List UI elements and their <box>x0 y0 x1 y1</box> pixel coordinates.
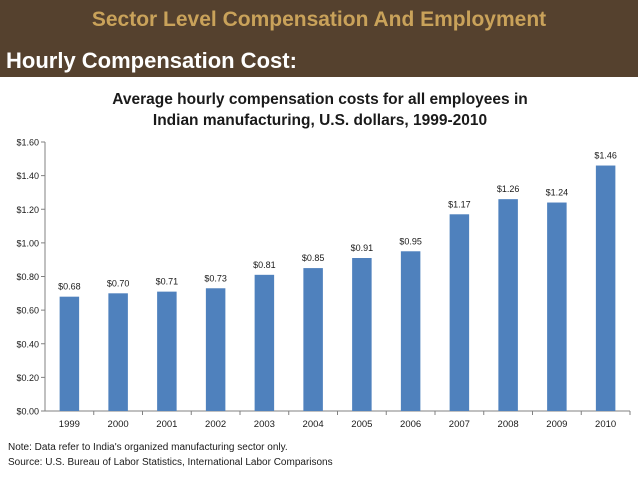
data-label-2002: $0.73 <box>204 273 227 283</box>
x-tick-label-2002: 2002 <box>205 419 226 430</box>
y-tick-label: $1.20 <box>16 205 39 215</box>
y-tick-label: $0.80 <box>16 272 39 282</box>
x-tick-label-2005: 2005 <box>351 419 372 430</box>
x-tick-label-2006: 2006 <box>400 419 421 430</box>
data-label-2010: $1.46 <box>594 151 617 161</box>
data-label-2004: $0.85 <box>302 253 325 263</box>
chart-note: Note: Data refer to India's organized ma… <box>8 442 288 453</box>
bar-2002 <box>205 288 226 411</box>
x-tick-label-2000: 2000 <box>108 419 129 430</box>
bar-1999 <box>59 296 80 411</box>
slide-title: Sector Level Compensation And Employment <box>91 8 547 31</box>
x-tick-label-2010: 2010 <box>595 419 616 430</box>
x-tick-label-2007: 2007 <box>449 419 470 430</box>
data-label-2006: $0.95 <box>399 236 422 246</box>
bar-2005 <box>352 258 372 411</box>
bar-2003 <box>254 274 275 411</box>
x-tick-label-2003: 2003 <box>254 419 275 430</box>
data-label-2008: $1.26 <box>497 184 520 194</box>
bar-2004 <box>303 268 323 411</box>
bar-2007 <box>449 214 470 411</box>
bar-2008 <box>498 199 518 411</box>
bar-2009 <box>547 202 567 411</box>
data-label-2003: $0.81 <box>253 260 276 270</box>
data-label-1999: $0.68 <box>58 282 81 292</box>
y-tick-label: $1.60 <box>16 138 39 148</box>
chart-title-line-1: Average hourly compensation costs for al… <box>112 91 527 108</box>
chart-area: Average hourly compensation costs for al… <box>0 77 638 479</box>
bar-chart: Average hourly compensation costs for al… <box>16 91 631 430</box>
y-tick-label: $0.00 <box>16 407 39 417</box>
title-banner: Sector Level Compensation And Employment… <box>0 0 638 77</box>
y-tick-label: $0.60 <box>16 306 39 316</box>
y-tick-label: $1.40 <box>16 171 39 181</box>
bar-2010 <box>595 165 616 411</box>
chart-axes: $0.00 $0.20 $0.40 $0.60 $0.80 $1.00 $1.20 $1.40… <box>16 138 631 430</box>
bar-2001 <box>157 291 177 411</box>
data-label-2009: $1.24 <box>546 188 569 198</box>
x-tick-label-1999: 1999 <box>59 419 80 430</box>
bar-2006 <box>400 251 421 411</box>
x-tick-label-2001: 2001 <box>156 419 177 430</box>
x-tick-label-2004: 2004 <box>303 419 324 430</box>
x-tick-label-2009: 2009 <box>546 419 567 430</box>
x-tick-label-2008: 2008 <box>498 419 519 430</box>
chart-source: Source: U.S. Bureau of Labor Statistics,… <box>8 457 333 468</box>
chart-title-line-2: Indian manufacturing, U.S. dollars, 1999… <box>153 112 487 129</box>
slide-subtitle: Hourly Compensation Cost: <box>6 48 297 73</box>
data-label-2000: $0.70 <box>107 278 130 288</box>
chart-bars: $0.68 $0.70 $0.71 $0.73 $0.81 $0.85 $0.91 $0.95… <box>58 151 617 411</box>
y-tick-label: $0.40 <box>16 339 39 349</box>
bar-2000 <box>108 293 128 411</box>
data-label-2001: $0.71 <box>156 277 179 287</box>
data-label-2007: $1.17 <box>448 199 471 209</box>
y-tick-label: $0.20 <box>16 373 39 383</box>
y-tick-label: $1.00 <box>16 238 39 248</box>
data-label-2005: $0.91 <box>351 243 374 253</box>
